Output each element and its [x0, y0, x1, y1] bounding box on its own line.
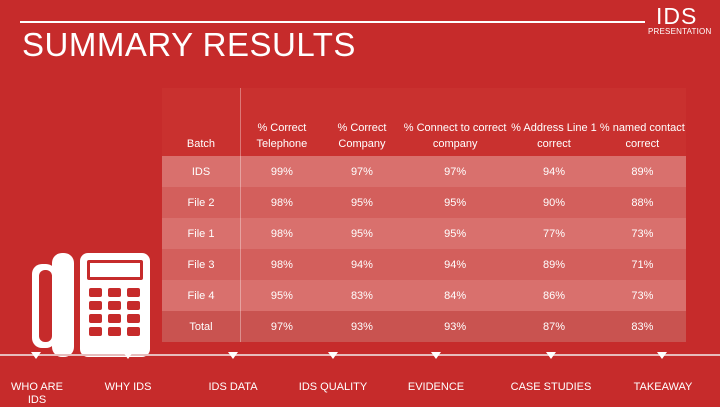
- desk-phone-icon: [30, 250, 160, 360]
- table-cell: 99%: [239, 156, 323, 187]
- table-cell: 98%: [239, 187, 323, 218]
- ids-logo: IDS PRESENTATION: [648, 3, 716, 36]
- table-cell: Total: [162, 311, 241, 342]
- table-cell: 95%: [401, 218, 510, 249]
- table-cell: 73%: [598, 218, 686, 249]
- nav-ids-data[interactable]: IDS DATA: [208, 381, 258, 393]
- nav-marker-icon: [31, 352, 41, 359]
- table-cell: 97%: [401, 156, 510, 187]
- table-cell: 94%: [322, 249, 402, 280]
- column-header-named-contact: % named contact correct: [598, 88, 686, 156]
- table-row: File 4 95% 83% 84% 86% 73%: [162, 280, 686, 311]
- table-header-row: Batch % Correct Telephone % Correct Comp…: [162, 88, 686, 156]
- table-cell: 93%: [322, 311, 402, 342]
- table-cell: File 2: [162, 187, 241, 218]
- nav-marker-icon: [123, 352, 133, 359]
- table-cell: 89%: [598, 156, 686, 187]
- nav-marker-icon: [228, 352, 238, 359]
- column-header-address-line: % Address Line 1 correct: [509, 88, 599, 156]
- table-cell: 86%: [509, 280, 599, 311]
- table-row: File 3 98% 94% 94% 89% 71%: [162, 249, 686, 280]
- nav-marker-icon: [546, 352, 556, 359]
- nav-evidence[interactable]: EVIDENCE: [407, 381, 465, 393]
- table-cell: 95%: [322, 187, 402, 218]
- column-header-correct-telephone: % Correct Telephone: [239, 88, 323, 156]
- column-header-correct-company: % Correct Company: [322, 88, 402, 156]
- table-cell: 97%: [239, 311, 323, 342]
- nav-marker-icon: [657, 352, 667, 359]
- table-cell: 94%: [509, 156, 599, 187]
- nav-timeline-bar: [0, 354, 720, 356]
- table-cell: 84%: [401, 280, 510, 311]
- nav-takeaway[interactable]: TAKEAWAY: [633, 381, 693, 393]
- table-cell: File 1: [162, 218, 241, 249]
- nav-case-studies[interactable]: CASE STUDIES: [510, 381, 592, 393]
- table-row: File 2 98% 95% 95% 90% 88%: [162, 187, 686, 218]
- title-rule: [20, 21, 645, 23]
- page-title: SUMMARY RESULTS: [22, 26, 356, 63]
- column-header-connect-company: % Connect to correct company: [401, 88, 510, 156]
- table-row: IDS 99% 97% 97% 94% 89%: [162, 156, 686, 187]
- logo-sub-text: PRESENTATION: [648, 27, 712, 36]
- table-cell: 73%: [598, 280, 686, 311]
- table-row-total: Total 97% 93% 93% 87% 83%: [162, 311, 686, 342]
- table-cell: 71%: [598, 249, 686, 280]
- table-cell: 83%: [598, 311, 686, 342]
- table-cell: 98%: [239, 249, 323, 280]
- table-cell: 94%: [401, 249, 510, 280]
- nav-why-ids[interactable]: WHY IDS: [104, 381, 152, 393]
- nav-who-are-ids[interactable]: WHO ARE IDS: [11, 381, 63, 406]
- table-cell: 95%: [322, 218, 402, 249]
- table-cell: IDS: [162, 156, 241, 187]
- column-header-batch: Batch: [162, 88, 241, 156]
- table-cell: 83%: [322, 280, 402, 311]
- summary-table-container: Batch % Correct Telephone % Correct Comp…: [162, 88, 686, 342]
- nav-ids-quality[interactable]: IDS QUALITY: [298, 381, 368, 393]
- table-cell: File 4: [162, 280, 241, 311]
- summary-results-table: Batch % Correct Telephone % Correct Comp…: [162, 88, 686, 342]
- table-cell: 97%: [322, 156, 402, 187]
- table-cell: 77%: [509, 218, 599, 249]
- table-cell: 95%: [401, 187, 510, 218]
- nav-marker-icon: [431, 352, 441, 359]
- table-cell: 88%: [598, 187, 686, 218]
- table-cell: File 3: [162, 249, 241, 280]
- logo-main-text: IDS: [656, 3, 698, 29]
- table-cell: 93%: [401, 311, 510, 342]
- table-cell: 90%: [509, 187, 599, 218]
- nav-marker-icon: [328, 352, 338, 359]
- table-row: File 1 98% 95% 95% 77% 73%: [162, 218, 686, 249]
- table-cell: 87%: [509, 311, 599, 342]
- table-cell: 98%: [239, 218, 323, 249]
- table-cell: 89%: [509, 249, 599, 280]
- table-cell: 95%: [239, 280, 323, 311]
